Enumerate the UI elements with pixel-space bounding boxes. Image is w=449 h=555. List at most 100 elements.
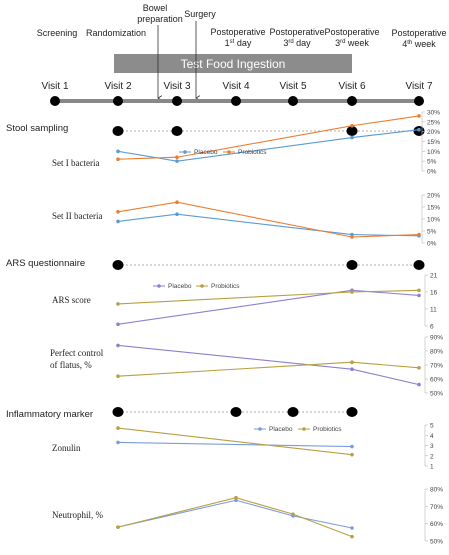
legend-probiotics-marker [227, 150, 231, 154]
visit-labels: Visit 1 Visit 2 Visit 3 Visit 4 Visit 5 Visit… [41, 81, 432, 92]
ingestion-bar-label: Test Food Ingestion [181, 57, 286, 71]
probiotics-data-point [350, 235, 354, 239]
phase-surgery: Surgery [184, 9, 216, 19]
visit-label: Visit 3 [163, 81, 190, 92]
probiotics-data-point [116, 525, 120, 529]
placebo-data-point [350, 444, 354, 449]
visit-dot [113, 96, 123, 106]
placebo-series-line [117, 213, 420, 237]
sampling-dot [112, 260, 124, 270]
visit-label: Visit 2 [104, 81, 131, 92]
phase-po3w-line2: 3rd week [335, 38, 369, 48]
placebo-data-point [417, 382, 421, 387]
placebo-data-point [350, 526, 354, 530]
probiotics-data-point [417, 366, 421, 370]
phase-po3-line2: 3rd day [283, 38, 311, 48]
visit-dot [288, 96, 298, 106]
visit-label: Visit 6 [338, 81, 365, 92]
phase-labels: Screening Randomization Bowel preparatio… [37, 3, 447, 49]
legend-probiotics-marker [302, 427, 306, 431]
sampling-dot [112, 126, 124, 136]
placebo-series-line [117, 441, 353, 448]
placebo-series-line [117, 499, 353, 529]
y-tick-label: 4 [430, 433, 434, 440]
legend-placebo-label: Placebo [269, 426, 293, 433]
legend-stool: Placebo Probiotics [179, 149, 267, 156]
probiotics-data-point [234, 495, 238, 500]
probiotics-data-point [291, 512, 295, 516]
probiotics-data-point [417, 232, 421, 237]
y-tick-label: 70% [430, 363, 443, 370]
probiotics-series-line [117, 201, 420, 238]
y-tick-label: 16 [430, 290, 438, 297]
sampling-dot [171, 126, 183, 136]
y-tick-label: 50% [430, 539, 443, 546]
y-tick-label: 2 [430, 453, 434, 460]
inflammatory-row [112, 407, 358, 417]
placebo-series-line [117, 129, 420, 162]
probiotics-series-line [117, 497, 353, 538]
legend-placebo-label: Placebo [194, 149, 218, 156]
y-tick-label: 20% [427, 129, 440, 136]
sampling-dot [230, 407, 242, 417]
probiotics-data-point [350, 360, 354, 365]
probiotics-data-point [417, 288, 421, 293]
chart-5: 50% 60% 70% 80% Neutrophil, % [52, 487, 443, 546]
phase-po4w-line2: 4th week [402, 39, 436, 49]
legend-placebo-marker [157, 284, 161, 288]
visit-dot [414, 96, 424, 106]
probiotics-series-line [117, 115, 420, 160]
sampling-dot [346, 407, 358, 417]
y-tick-label: 30% [427, 110, 440, 117]
placebo-series-line [117, 289, 420, 325]
chart-ylabel: Set I bacteria [52, 158, 99, 168]
chart-1: 0% 5% 10% 15% 20% Set II bacteria [52, 193, 440, 248]
probiotics-data-point [116, 302, 120, 306]
y-tick-label: 80% [430, 487, 443, 494]
y-tick-label: 60% [430, 521, 443, 528]
phase-screening: Screening [37, 28, 78, 38]
placebo-data-point [350, 135, 354, 140]
ingestion-bar [114, 54, 352, 73]
phase-bowel-line1: Bowel [143, 3, 168, 13]
placebo-data-point [234, 498, 238, 503]
chart-ylabel: Zonulin [52, 443, 81, 453]
legend-probiotics-label: Probiotics [238, 149, 267, 156]
placebo-data-point [175, 212, 179, 216]
y-tick-label: 3 [430, 443, 434, 450]
sampling-dot [413, 260, 425, 270]
phase-po1-line1: Postoperative [210, 27, 265, 37]
y-tick-label: 70% [430, 504, 443, 511]
visit-label: Visit 4 [222, 81, 249, 92]
visit-dot [347, 96, 357, 106]
ars-row [112, 260, 425, 270]
section-stool: Stool sampling [6, 123, 68, 134]
y-tick-label: 15% [427, 205, 440, 212]
y-tick-label: 1 [430, 464, 434, 471]
y-tick-label: 60% [430, 377, 443, 384]
visit-label: Visit 7 [405, 81, 432, 92]
y-tick-label: 25% [427, 119, 440, 126]
chart-0: 0% 5% 10% 15% 20% 25% 30% Set I bacteria [52, 110, 440, 176]
phase-randomization: Randomization [86, 28, 146, 38]
legend-probiotics-marker [200, 284, 204, 288]
phase-po4w-line1: Postoperative [391, 28, 446, 38]
visit-dot [172, 96, 182, 106]
chart-3: 50% 60% 70% 80% 90% Perfect control of flatus,… [50, 335, 443, 398]
sampling-dot [287, 407, 299, 417]
y-tick-label: 6 [430, 324, 434, 331]
y-tick-label: 21 [430, 273, 438, 280]
placebo-data-point [116, 219, 120, 224]
probiotics-data-point [116, 157, 120, 161]
phase-bowel-line2: preparation [137, 14, 183, 24]
placebo-data-point [417, 293, 421, 298]
probiotics-data-point [417, 114, 421, 118]
y-tick-label: 10% [427, 217, 440, 224]
chart-ylabel: ARS score [52, 295, 91, 305]
legend-probiotics-label: Probiotics [313, 426, 342, 433]
placebo-data-point [350, 367, 354, 372]
chart-ylabel: of flatus, % [50, 360, 92, 370]
sampling-dot [346, 260, 358, 270]
probiotics-data-point [350, 452, 354, 457]
